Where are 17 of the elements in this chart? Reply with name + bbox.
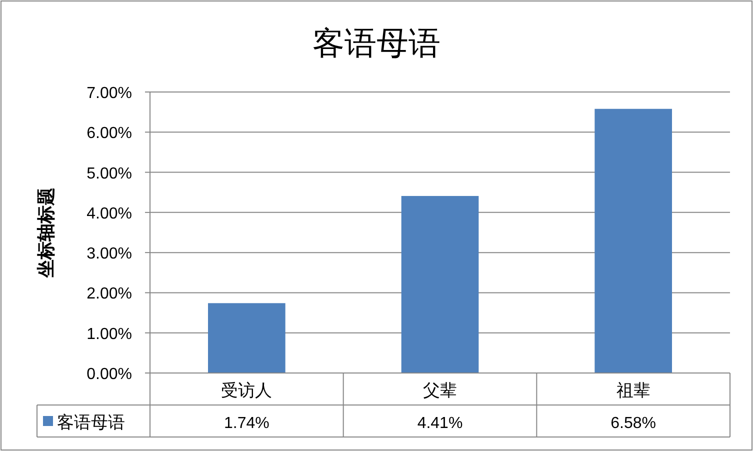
xtick: 祖辈 xyxy=(616,381,650,400)
ytick: 3.00% xyxy=(86,246,132,263)
data-label: 4.41% xyxy=(417,415,463,432)
data-label: 6.58% xyxy=(610,415,656,432)
ytick: 1.00% xyxy=(86,326,132,343)
ytick: 7.00% xyxy=(86,85,132,102)
ytick: 5.00% xyxy=(86,165,132,182)
ytick: 0.00% xyxy=(86,366,132,383)
ylabel: 坐标轴标题 xyxy=(36,188,56,278)
title: 客语母语 xyxy=(312,25,440,61)
legend: 客语母语 xyxy=(57,413,125,432)
ytick: 6.00% xyxy=(86,125,132,142)
xtick: 父辈 xyxy=(423,381,457,400)
data-label: 1.74% xyxy=(224,415,270,432)
xtick: 受访人 xyxy=(221,381,272,400)
ytick: 4.00% xyxy=(86,205,132,222)
ytick: 2.00% xyxy=(86,286,132,303)
